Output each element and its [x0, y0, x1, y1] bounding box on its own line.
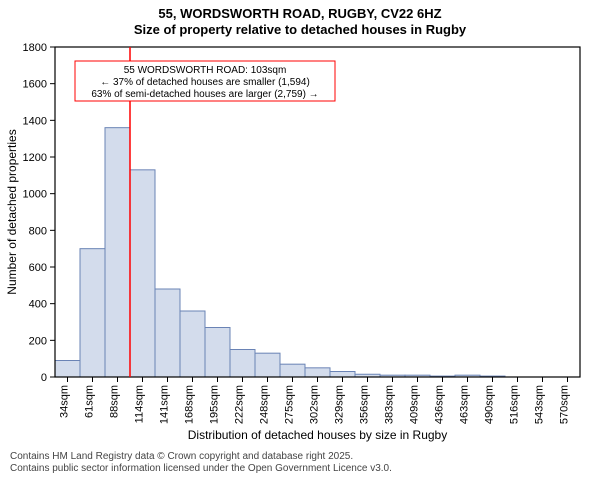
annotation-line-3: 63% of semi-detached houses are larger (… [91, 89, 318, 100]
y-tick-label: 1800 [23, 42, 47, 54]
histogram-bar [330, 371, 355, 377]
x-tick-label: 248sqm [259, 385, 271, 424]
x-tick-label: 195sqm [209, 385, 221, 424]
histogram-svg: 0 200 400 600 800 1000 1200 1400 1600 1800 34sqm 61… [0, 39, 600, 449]
x-tick-label: 114sqm [134, 385, 146, 423]
histogram-bar [80, 248, 105, 376]
histogram-bar [205, 327, 230, 377]
x-tick-label: 302sqm [309, 385, 321, 424]
y-axis-label: Number of detached properties [5, 129, 19, 294]
x-tick-label: 61sqm [84, 385, 96, 418]
x-tick-label: 356sqm [359, 385, 371, 424]
x-tick-label: 516sqm [509, 385, 521, 424]
x-tick-label: 88sqm [109, 385, 121, 418]
histogram-bar [280, 364, 305, 377]
x-tick-label: 436sqm [434, 385, 446, 424]
footer-line-2: Contains public sector information licen… [10, 463, 600, 475]
title-line-1: 55, WORDSWORTH ROAD, RUGBY, CV22 6HZ [0, 6, 600, 22]
x-tick-label: 463sqm [459, 385, 471, 424]
histogram-bar [305, 367, 330, 376]
x-tick-label: 275sqm [284, 385, 296, 424]
y-tick-label: 0 [41, 372, 47, 384]
x-tick-label: 34sqm [59, 385, 71, 418]
x-tick-label: 329sqm [334, 385, 346, 424]
x-axis-label: Distribution of detached houses by size … [188, 428, 447, 442]
histogram-bar [255, 353, 280, 377]
histogram-bar [55, 360, 80, 377]
histogram-bar [180, 311, 205, 377]
x-tick-label: 490sqm [484, 385, 496, 424]
chart-title-block: 55, WORDSWORTH ROAD, RUGBY, CV22 6HZ Siz… [0, 0, 600, 39]
annotation-line-2: ← 37% of detached houses are smaller (1,… [100, 77, 310, 88]
x-tick-label: 383sqm [384, 385, 396, 424]
histogram-bar [105, 127, 130, 376]
y-tick-label: 400 [29, 298, 47, 310]
histogram-bar [130, 169, 155, 376]
x-tick-label: 222sqm [234, 385, 246, 424]
y-tick-label: 800 [29, 225, 47, 237]
y-tick-label: 1400 [23, 115, 47, 127]
x-tick-label: 141sqm [159, 385, 171, 424]
x-tick-label: 570sqm [559, 385, 571, 424]
y-tick-label: 1000 [23, 188, 47, 200]
histogram-bar [155, 289, 180, 377]
y-tick-label: 200 [29, 335, 47, 347]
y-tick-label: 600 [29, 262, 47, 274]
y-tick-label: 1200 [23, 152, 47, 164]
x-tick-label: 168sqm [184, 385, 196, 424]
y-tick-label: 1600 [23, 78, 47, 90]
annotation-line-1: 55 WORDSWORTH ROAD: 103sqm [124, 65, 287, 76]
footer-line-1: Contains HM Land Registry data © Crown c… [10, 451, 600, 463]
x-tick-label: 409sqm [409, 385, 421, 424]
chart-area: 0 200 400 600 800 1000 1200 1400 1600 1800 34sqm 61… [0, 39, 600, 449]
x-tick-label: 543sqm [534, 385, 546, 424]
histogram-bar [230, 349, 255, 377]
title-line-2: Size of property relative to detached ho… [0, 22, 600, 38]
footer-attribution: Contains HM Land Registry data © Crown c… [0, 449, 600, 475]
